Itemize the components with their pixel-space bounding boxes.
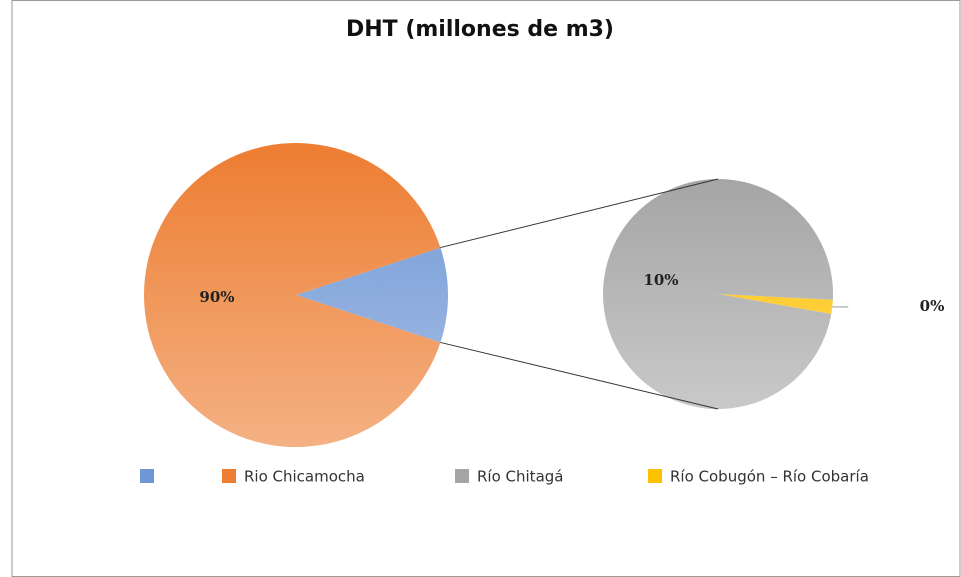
legend-swatch <box>140 469 154 483</box>
legend-swatch <box>222 469 236 483</box>
legend-swatch <box>648 469 662 483</box>
legend-swatch <box>455 469 469 483</box>
legend-label: Río Chitagá <box>477 468 563 486</box>
legend-label: Río Cobugón – Río Cobaría <box>670 468 869 486</box>
connector <box>440 341 719 410</box>
data-label: 0% <box>920 297 945 315</box>
legend-label: Rio Chicamocha <box>244 468 365 486</box>
shade <box>144 143 448 447</box>
data-label: 10% <box>643 271 678 289</box>
shade <box>603 179 833 409</box>
chart-title: DHT (millones de m3) <box>346 17 614 42</box>
connector <box>440 178 719 249</box>
data-label: 90% <box>199 288 234 306</box>
